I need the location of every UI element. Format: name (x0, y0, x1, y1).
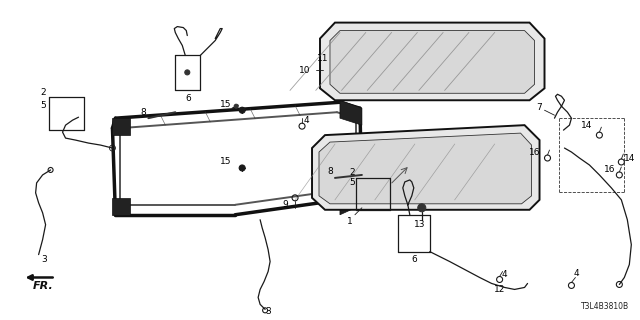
Text: 15: 15 (220, 157, 231, 166)
Text: 2: 2 (41, 88, 47, 97)
Circle shape (239, 165, 245, 171)
Polygon shape (330, 31, 534, 93)
Text: 8: 8 (141, 108, 147, 117)
Text: 3: 3 (265, 307, 271, 316)
Text: FR.: FR. (33, 282, 53, 292)
Text: 6: 6 (186, 94, 191, 103)
Circle shape (234, 104, 238, 108)
Polygon shape (340, 100, 362, 125)
Text: 10: 10 (298, 66, 310, 75)
Text: 2: 2 (349, 168, 355, 178)
Text: 12: 12 (494, 285, 506, 294)
Text: 16: 16 (529, 148, 540, 156)
Text: 4: 4 (502, 270, 508, 279)
Text: 13: 13 (414, 220, 426, 229)
Polygon shape (340, 188, 362, 215)
Polygon shape (320, 23, 545, 100)
Text: 5: 5 (41, 101, 47, 110)
Text: 14: 14 (623, 154, 635, 163)
Polygon shape (113, 198, 131, 215)
Circle shape (185, 70, 190, 75)
Circle shape (239, 107, 245, 113)
Text: 1: 1 (347, 217, 353, 226)
Text: 6: 6 (411, 255, 417, 264)
Circle shape (418, 204, 426, 212)
Text: T3L4B3810B: T3L4B3810B (581, 302, 629, 311)
Text: 8: 8 (327, 167, 333, 176)
Polygon shape (312, 125, 540, 210)
Polygon shape (113, 118, 131, 135)
Text: 3: 3 (42, 255, 47, 264)
Text: 4: 4 (303, 116, 309, 125)
Text: 5: 5 (349, 179, 355, 188)
Polygon shape (319, 133, 532, 204)
Text: 7: 7 (537, 103, 542, 112)
Text: 4: 4 (573, 269, 579, 278)
Text: 9: 9 (282, 200, 288, 209)
Text: 15: 15 (220, 100, 231, 109)
Text: 11: 11 (317, 54, 329, 63)
Text: 14: 14 (580, 121, 592, 130)
Text: 16: 16 (604, 165, 615, 174)
